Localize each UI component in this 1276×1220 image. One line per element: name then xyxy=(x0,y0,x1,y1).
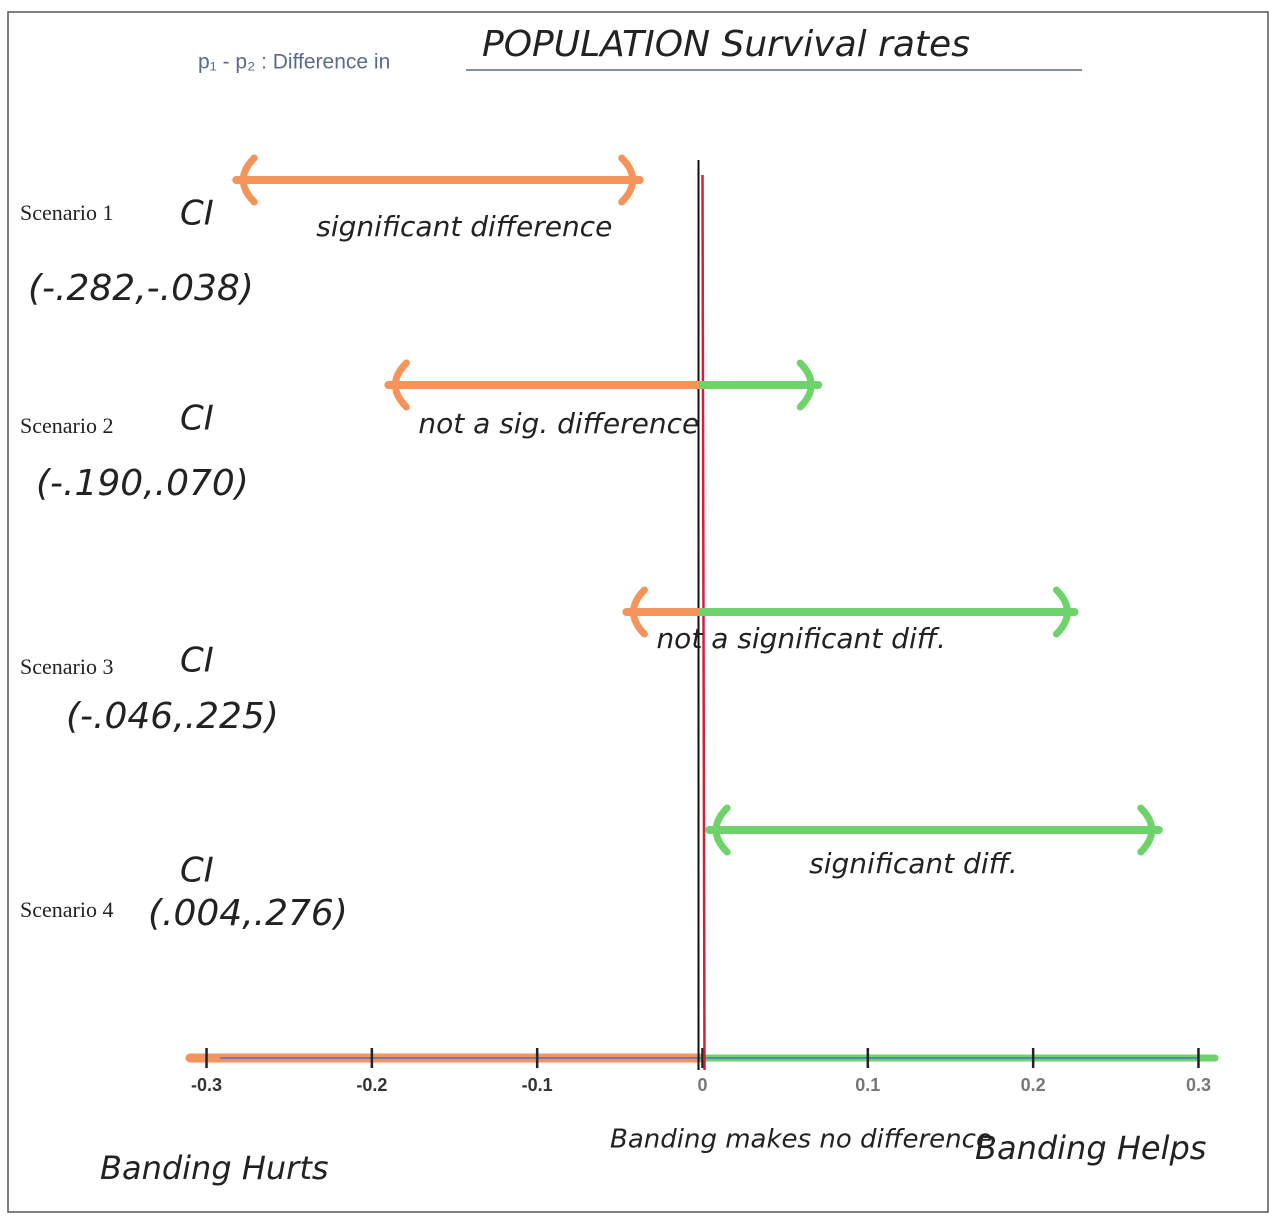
interval-annotation: not a significant diff. xyxy=(656,622,945,655)
x-tick-label: 0.2 xyxy=(1021,1075,1046,1095)
region-label: Banding Hurts xyxy=(100,1149,329,1187)
region-label: Banding Helps xyxy=(975,1129,1206,1167)
page: {"chart_data": { "type": "interval", "ti… xyxy=(0,0,1276,1220)
chart: p₁ - p₂ : Difference in POPULATION Survi… xyxy=(0,0,1276,1220)
x-tick-label: 0 xyxy=(697,1075,707,1095)
scenario-label: Scenario 1 xyxy=(20,200,113,225)
ci-value-label: (-.282,-.038) xyxy=(28,268,254,309)
chart-title: p₁ - p₂ : Difference in xyxy=(198,51,390,74)
scenario-label: Scenario 2 xyxy=(20,413,113,438)
ci-value-label: (-.190,.070) xyxy=(36,463,249,504)
interval-annotation: significant diff. xyxy=(809,847,1018,880)
interval-annotation: not a sig. difference xyxy=(418,407,699,440)
ci-value-label: (.004,.276) xyxy=(148,893,348,934)
x-tick-label: -0.3 xyxy=(191,1075,222,1095)
interval-annotation: significant difference xyxy=(316,210,612,243)
scenario-label: Scenario 4 xyxy=(20,897,113,922)
x-tick-label: 0.1 xyxy=(855,1075,880,1095)
chart-subtitle: POPULATION Survival rates xyxy=(482,24,970,65)
x-tick-label: -0.1 xyxy=(522,1075,553,1095)
region-label: Banding makes no difference xyxy=(610,1125,992,1155)
ci-label: CI xyxy=(180,641,214,681)
ci-label: CI xyxy=(180,851,214,891)
ci-label: CI xyxy=(180,399,214,439)
x-tick-label: -0.2 xyxy=(356,1075,387,1095)
ci-value-label: (-.046,.225) xyxy=(66,696,279,737)
ci-label: CI xyxy=(180,194,214,234)
x-tick-label: 0.3 xyxy=(1186,1075,1211,1095)
scenario-label: Scenario 3 xyxy=(20,654,113,679)
